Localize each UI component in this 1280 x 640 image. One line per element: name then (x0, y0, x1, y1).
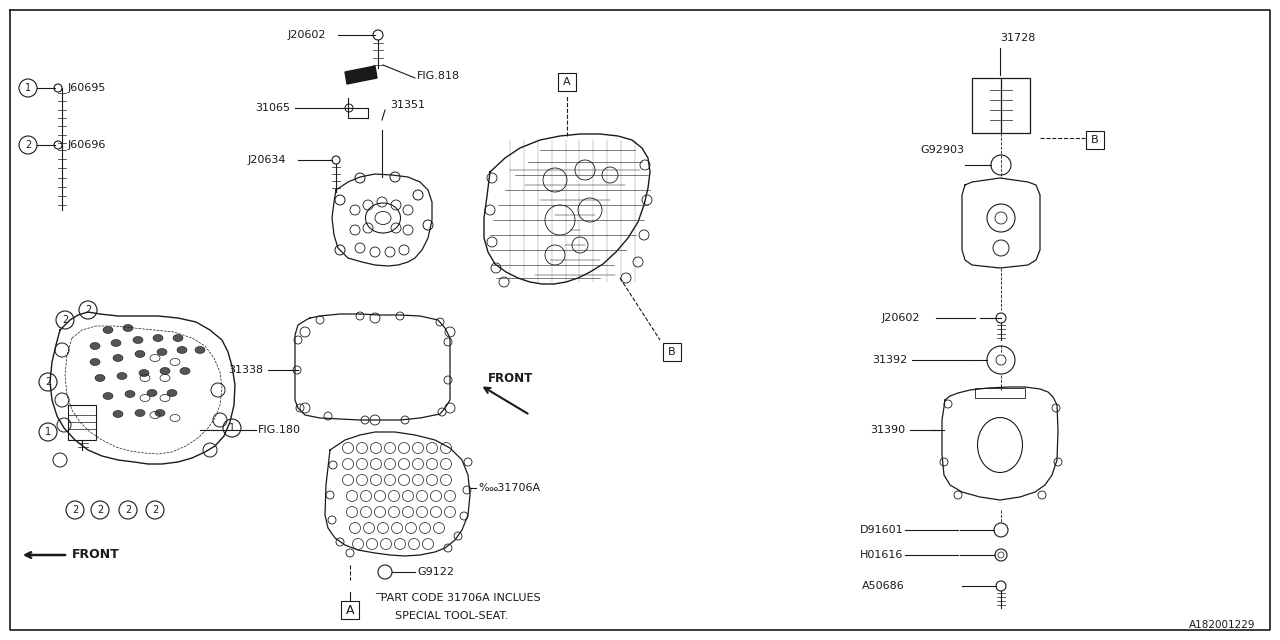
Ellipse shape (102, 326, 113, 333)
Text: B: B (1091, 135, 1098, 145)
Ellipse shape (111, 339, 122, 346)
Ellipse shape (160, 367, 170, 374)
Text: 2: 2 (61, 315, 68, 325)
Ellipse shape (90, 342, 100, 349)
Text: 31351: 31351 (390, 100, 425, 110)
Polygon shape (346, 66, 378, 84)
Ellipse shape (157, 349, 166, 355)
Ellipse shape (116, 372, 127, 380)
Ellipse shape (140, 369, 148, 376)
Ellipse shape (90, 358, 100, 365)
Bar (558, 73, 576, 91)
Text: B: B (668, 347, 676, 357)
Ellipse shape (123, 324, 133, 332)
Text: 2: 2 (84, 305, 91, 315)
Text: 31728: 31728 (1000, 33, 1036, 43)
Bar (1085, 131, 1103, 149)
Bar (975, 388, 1025, 398)
Text: 2: 2 (24, 140, 31, 150)
Text: SPECIAL TOOL-SEAT.: SPECIAL TOOL-SEAT. (396, 611, 508, 621)
Ellipse shape (147, 390, 157, 397)
Text: J20634: J20634 (248, 155, 287, 165)
Bar (68, 405, 96, 440)
Text: ‾PART CODE 31706A INCLUES: ‾PART CODE 31706A INCLUES (375, 593, 540, 603)
Text: 2: 2 (152, 505, 159, 515)
Text: FRONT: FRONT (488, 371, 534, 385)
Ellipse shape (102, 392, 113, 399)
Ellipse shape (125, 390, 134, 397)
Ellipse shape (113, 410, 123, 417)
Bar (663, 343, 681, 361)
Text: H01616: H01616 (860, 550, 904, 560)
Text: 1: 1 (24, 83, 31, 93)
Text: A: A (346, 604, 355, 616)
Text: FRONT: FRONT (72, 548, 120, 561)
Text: G9122: G9122 (417, 567, 454, 577)
Text: ‱31706A: ‱31706A (477, 483, 540, 493)
Text: 2: 2 (72, 505, 78, 515)
Text: J20602: J20602 (882, 313, 920, 323)
Ellipse shape (155, 410, 165, 417)
Ellipse shape (154, 335, 163, 342)
Text: 31390: 31390 (870, 425, 905, 435)
Text: 1: 1 (229, 423, 236, 433)
Text: D91601: D91601 (860, 525, 904, 535)
Text: J60696: J60696 (68, 140, 106, 150)
Text: 2: 2 (45, 377, 51, 387)
Ellipse shape (177, 346, 187, 353)
Text: 31338: 31338 (228, 365, 264, 375)
Bar (972, 78, 1030, 133)
Text: 31065: 31065 (255, 103, 291, 113)
Ellipse shape (134, 410, 145, 417)
Ellipse shape (113, 355, 123, 362)
Text: G92903: G92903 (920, 145, 964, 155)
Ellipse shape (173, 335, 183, 342)
Ellipse shape (166, 390, 177, 397)
Text: FIG.180: FIG.180 (259, 425, 301, 435)
Ellipse shape (95, 374, 105, 381)
Text: FIG.818: FIG.818 (417, 71, 460, 81)
Ellipse shape (180, 367, 189, 374)
Ellipse shape (134, 351, 145, 358)
Text: A182001229: A182001229 (1189, 620, 1254, 630)
Ellipse shape (133, 337, 143, 344)
Text: A: A (563, 77, 571, 87)
Text: 31392: 31392 (872, 355, 908, 365)
Text: 2: 2 (97, 505, 104, 515)
Text: A50686: A50686 (861, 581, 905, 591)
Bar (340, 601, 358, 619)
Text: 1: 1 (45, 427, 51, 437)
Ellipse shape (195, 346, 205, 353)
Text: 2: 2 (125, 505, 131, 515)
Text: J60695: J60695 (68, 83, 106, 93)
Text: J20602: J20602 (288, 30, 326, 40)
